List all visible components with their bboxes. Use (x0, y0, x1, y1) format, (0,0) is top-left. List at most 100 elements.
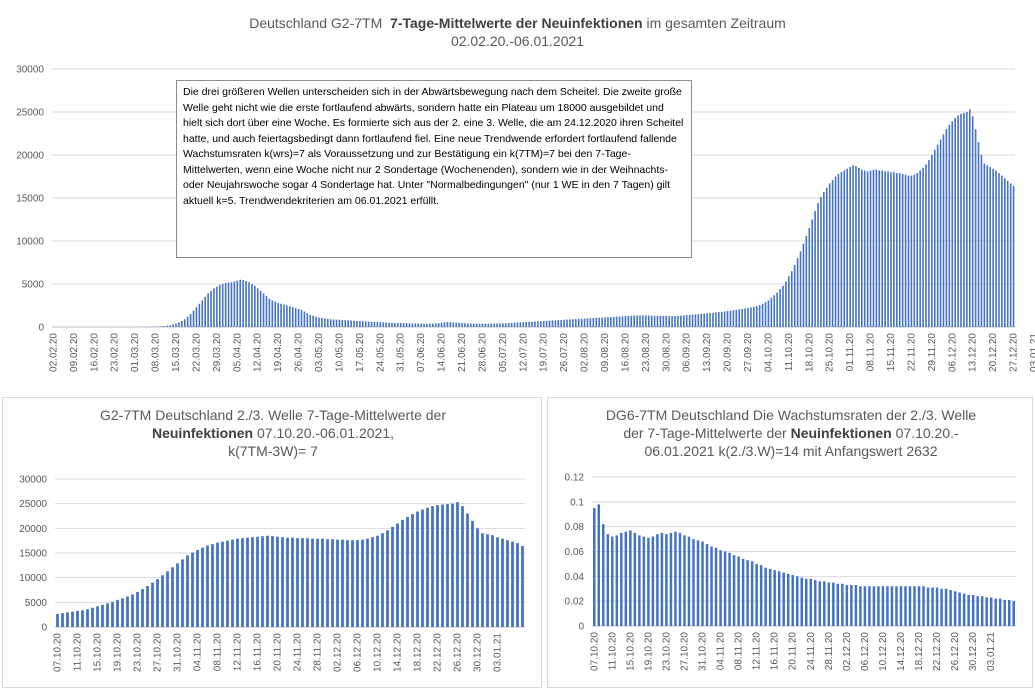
bar (101, 604, 104, 627)
bar (671, 316, 673, 327)
bar (296, 538, 299, 627)
bar (245, 280, 247, 327)
x-tick-label: 29.03.20 (212, 333, 223, 372)
bar (945, 129, 948, 327)
bar (737, 556, 740, 626)
bar (814, 580, 817, 626)
bar (391, 526, 394, 627)
bar (189, 314, 192, 327)
y-tick-label: 0.06 (565, 547, 585, 558)
bar (723, 311, 726, 327)
bar (175, 323, 177, 327)
bar (336, 539, 339, 627)
bar (361, 539, 364, 627)
x-tick-label: 26.07.20 (559, 333, 570, 372)
bar (682, 315, 685, 327)
bar (645, 315, 647, 327)
bar (332, 319, 335, 327)
bar (181, 320, 183, 327)
bar (840, 172, 843, 327)
title-line2b: 07.10.20.- (895, 425, 959, 441)
title-bold: 7-Tage-Mittelwerte der Neuinfektionen (390, 15, 643, 31)
bar (161, 575, 164, 627)
bar (887, 171, 889, 327)
bar (896, 173, 898, 327)
y-tick-label: 5000 (25, 598, 48, 609)
bar (341, 539, 344, 627)
bar (710, 546, 713, 626)
bar (935, 587, 939, 626)
x-tick-label: 02.12.20 (842, 632, 853, 671)
x-tick-label: 20.09.20 (723, 333, 734, 372)
bar (621, 316, 624, 327)
bar (642, 536, 646, 626)
bar (513, 322, 516, 327)
bar (169, 325, 171, 327)
bar (318, 317, 320, 327)
x-tick-label: 16.11.20 (253, 633, 264, 672)
bar (211, 544, 214, 627)
bar (859, 586, 862, 626)
bar (692, 539, 695, 626)
bar (461, 323, 463, 327)
bar (825, 187, 828, 327)
bar (136, 591, 139, 627)
bar (942, 134, 945, 327)
bar (612, 316, 615, 327)
bar (361, 321, 364, 327)
bar (481, 323, 484, 327)
bar (426, 323, 428, 327)
bar (181, 559, 184, 627)
bar (341, 319, 344, 327)
bar (306, 313, 309, 327)
bar (426, 507, 429, 627)
bar (441, 504, 444, 627)
bar (951, 121, 954, 328)
bar (126, 596, 129, 627)
title-dates: 02.02.20.-06.01.2021 (450, 33, 585, 49)
bar (985, 597, 988, 626)
x-tick-label: 15.10.20 (93, 633, 104, 672)
bar (416, 511, 419, 627)
bar (452, 322, 455, 327)
bar (940, 588, 943, 626)
bar (992, 168, 994, 327)
bar (210, 290, 212, 327)
x-tick-label: 15.03.20 (171, 333, 182, 372)
bar (770, 297, 773, 327)
bar (286, 537, 289, 627)
bar (176, 563, 179, 627)
bar (732, 310, 735, 327)
bar (793, 265, 796, 327)
bar (289, 306, 291, 327)
bar (589, 318, 592, 327)
bar (922, 586, 925, 626)
x-tick-label: 22.12.20 (433, 633, 444, 672)
bar (321, 538, 324, 627)
x-tick-label: 19.10.20 (643, 632, 654, 671)
x-tick-label: 15.11.20 (886, 333, 897, 372)
x-tick-label: 03.05.20 (314, 333, 325, 372)
bar (121, 598, 124, 627)
bar (607, 317, 609, 327)
bar (486, 534, 489, 627)
bar (551, 320, 554, 327)
bar (506, 540, 509, 627)
x-tick-label: 30.12.20 (968, 632, 979, 671)
bar (651, 536, 655, 626)
bar (697, 314, 700, 327)
bar (755, 306, 758, 327)
bar (580, 318, 583, 327)
bar (227, 282, 230, 327)
bar (611, 536, 614, 626)
bar (919, 170, 921, 327)
bar (1006, 180, 1009, 327)
bar (251, 284, 253, 327)
bar (814, 210, 816, 327)
x-tick-label: 28.06.20 (477, 333, 488, 372)
bar (841, 583, 844, 626)
x-tick-label: 05.07.20 (498, 333, 509, 372)
bar (638, 535, 641, 626)
bar (863, 170, 866, 327)
bar (545, 320, 548, 327)
